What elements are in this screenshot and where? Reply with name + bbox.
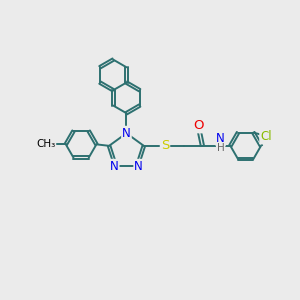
Text: CH₃: CH₃ bbox=[36, 140, 56, 149]
Text: N: N bbox=[134, 160, 143, 173]
Text: S: S bbox=[161, 139, 169, 152]
Text: N: N bbox=[110, 160, 118, 173]
Text: N: N bbox=[216, 132, 225, 145]
Text: N: N bbox=[122, 127, 131, 140]
Text: Cl: Cl bbox=[260, 130, 272, 143]
Text: H: H bbox=[217, 143, 224, 153]
Text: O: O bbox=[194, 119, 204, 132]
